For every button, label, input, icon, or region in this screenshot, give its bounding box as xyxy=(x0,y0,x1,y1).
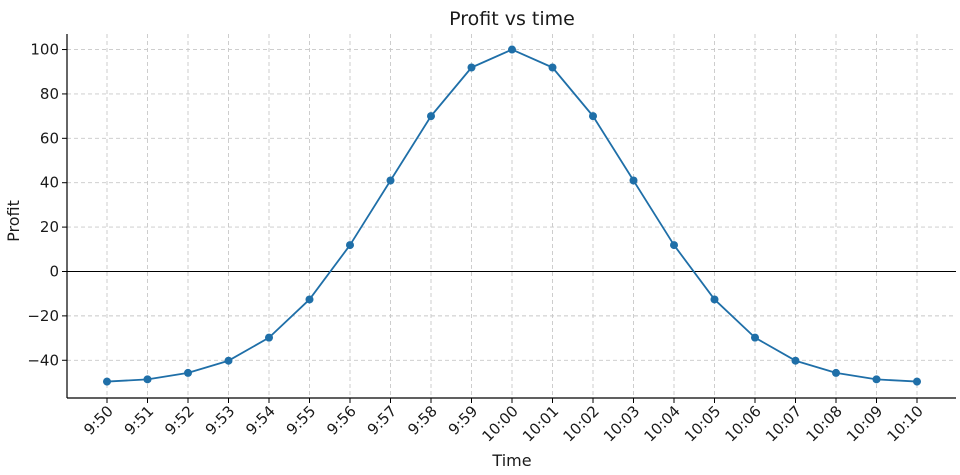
y-tick-label: −40 xyxy=(27,351,59,369)
x-axis-title: Time xyxy=(491,451,531,470)
x-tick-label: 10:02 xyxy=(560,402,603,445)
grid xyxy=(67,34,956,398)
x-tick-label: 9:54 xyxy=(242,402,279,439)
profit-point xyxy=(751,333,759,342)
x-tick-label: 10:07 xyxy=(762,402,805,445)
profit-point xyxy=(265,333,273,342)
profit-point xyxy=(710,295,719,304)
profit-point xyxy=(872,375,881,384)
profit-point xyxy=(832,368,840,377)
profit-point xyxy=(103,377,111,386)
x-tick-label: 10:01 xyxy=(519,402,562,445)
x-tick-label: 10:08 xyxy=(803,402,846,445)
x-tick-label: 10:05 xyxy=(681,402,724,445)
x-tick-label: 9:58 xyxy=(404,402,441,439)
x-tick-label: 10:04 xyxy=(641,402,684,445)
x-tick-label: 9:50 xyxy=(80,402,117,439)
x-tick-label: 9:51 xyxy=(121,402,158,439)
profit-point xyxy=(467,63,476,72)
profit-point xyxy=(305,295,314,304)
y-tick-label: 80 xyxy=(40,85,59,103)
profit-point xyxy=(629,176,638,185)
profit-point xyxy=(143,375,152,384)
profit-point xyxy=(548,63,557,72)
x-tick-label: 10:10 xyxy=(884,402,927,445)
x-tick-label: 9:52 xyxy=(161,402,198,439)
profit-point xyxy=(184,368,192,377)
profit-point xyxy=(427,112,435,121)
series xyxy=(103,45,921,386)
profit-point xyxy=(670,241,678,250)
profit-point xyxy=(589,112,597,121)
x-tick-label: 9:57 xyxy=(364,402,401,439)
x-tick-label: 9:53 xyxy=(202,402,239,439)
profit-point xyxy=(913,377,921,386)
y-tick-label: 20 xyxy=(40,218,59,236)
profit-point xyxy=(791,356,800,365)
y-axis-title: Profit xyxy=(4,200,23,242)
profit-point xyxy=(386,176,395,185)
x-tick-label: 9:56 xyxy=(323,402,360,439)
x-tick-label: 9:55 xyxy=(283,402,320,439)
y-tick-label: 40 xyxy=(40,174,59,192)
profit-point xyxy=(508,45,516,54)
chart-title: Profit vs time xyxy=(449,8,575,30)
x-tick-label: 10:09 xyxy=(843,402,886,445)
x-tick-label: 9:59 xyxy=(445,402,482,439)
x-tick-label: 10:03 xyxy=(600,402,643,445)
y-tick-label: 60 xyxy=(40,129,59,147)
y-tick-label: −20 xyxy=(27,307,59,325)
axes xyxy=(62,34,956,403)
y-tick-label: 100 xyxy=(30,41,59,59)
profit-point xyxy=(346,241,354,250)
x-tick-label: 10:00 xyxy=(479,402,522,445)
y-tick-label: 0 xyxy=(49,262,59,280)
profit-point xyxy=(224,356,233,365)
x-tick-label: 10:06 xyxy=(722,402,765,445)
